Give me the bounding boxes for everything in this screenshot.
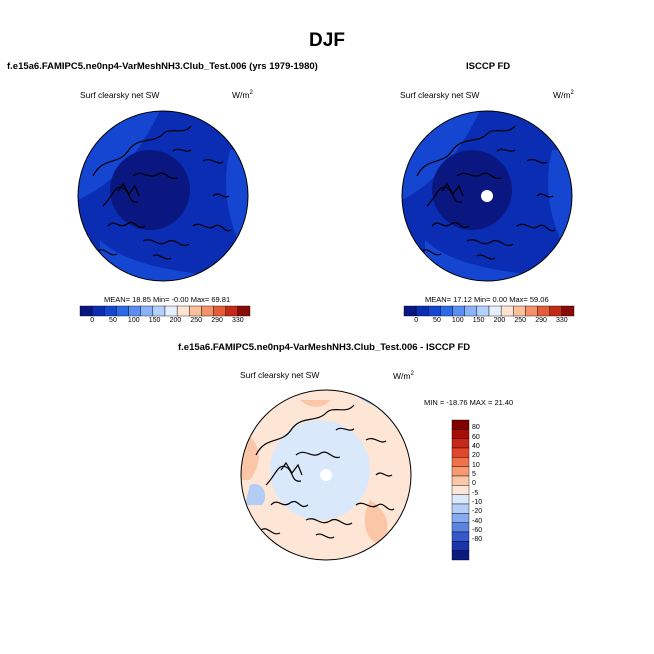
- colorbar-box: [225, 305, 239, 317]
- colorbar-tick-label: 0: [472, 480, 476, 488]
- colorbar-box: [440, 305, 453, 317]
- colorbar-tick-label: 290: [535, 317, 547, 324]
- colorbar-tick-label: 5: [472, 471, 476, 478]
- colorbar-tick-label: -60: [472, 527, 483, 534]
- colorbar-tick-label: 50: [109, 317, 117, 324]
- colorbar-tick-label: 330: [556, 317, 568, 324]
- colorbar-tick-label: 250: [514, 317, 527, 324]
- panel2-colorbar: [403, 305, 575, 317]
- colorbar-tick-label: 0: [90, 317, 95, 324]
- colorbar-tick-label: 330: [232, 317, 244, 324]
- colorbar-box: [451, 419, 470, 430]
- colorbar-box: [428, 305, 441, 317]
- panel1-title: f.e15a6.FAMIPC5.ne0np4-VarMeshNH3.Club_T…: [7, 61, 318, 72]
- colorbar-box: [451, 475, 470, 486]
- colorbar-tick-label: 50: [433, 317, 441, 324]
- panel1-variable: Surf clearsky net SW: [80, 90, 160, 100]
- colorbar-tick-label: -10: [472, 499, 483, 506]
- panel2-variable: Surf clearsky net SW: [400, 90, 480, 100]
- figure-title: DJF: [309, 30, 345, 51]
- colorbar-box: [451, 466, 470, 477]
- colorbar-box: [176, 305, 190, 317]
- colorbar-box: [451, 494, 470, 505]
- colorbar-tick-label: 20: [472, 452, 480, 460]
- colorbar-box: [500, 305, 514, 317]
- colorbar-tick-label: 200: [493, 317, 506, 324]
- colorbar-box: [116, 305, 129, 317]
- colorbar-box: [128, 305, 141, 317]
- panel2-title: ISCCP FD: [466, 61, 511, 72]
- panel1-units: W/m2: [232, 90, 253, 100]
- colorbar-box: [91, 305, 105, 317]
- panel3-title: f.e15a6.FAMIPC5.ne0np4-VarMeshNH3.Club_T…: [178, 342, 471, 353]
- panel3-units: W/m2: [393, 371, 414, 381]
- panel3-colorbar: [451, 419, 470, 561]
- panel2-units: W/m2: [553, 90, 574, 100]
- panel2-stats: MEAN= 17.12 Min= 0.00 Max= 59.06: [425, 295, 549, 304]
- panel1-map: [77, 110, 249, 282]
- colorbar-tick-label: 60: [472, 433, 480, 441]
- panel3-map: [240, 389, 412, 561]
- colorbar-box: [451, 522, 470, 533]
- colorbar-box: [451, 513, 470, 523]
- colorbar-box: [513, 305, 526, 317]
- panel1-colorbar: [79, 305, 251, 317]
- colorbar-box: [189, 305, 202, 317]
- colorbar-box: [537, 305, 550, 317]
- colorbar-tick-label: 150: [148, 317, 161, 324]
- colorbar-box: [79, 305, 93, 317]
- colorbar-box: [561, 305, 575, 317]
- colorbar-tick-label: 290: [211, 317, 223, 324]
- colorbar-tick-label: 250: [190, 317, 203, 324]
- colorbar-box: [213, 305, 226, 317]
- colorbar-tick-label: 0: [414, 317, 419, 324]
- colorbar-box: [451, 541, 470, 551]
- colorbar-tick-label: 10: [472, 461, 480, 469]
- colorbar-tick-label: 150: [472, 317, 485, 324]
- colorbar-box: [164, 305, 178, 317]
- colorbar-box: [403, 305, 417, 317]
- colorbar-box: [476, 305, 490, 317]
- colorbar-box: [104, 305, 117, 317]
- colorbar-box: [488, 305, 502, 317]
- colorbar-box: [415, 305, 429, 317]
- colorbar-tick-label: -20: [472, 508, 483, 516]
- colorbar-box: [201, 305, 214, 317]
- colorbar-box: [549, 305, 563, 317]
- colorbar-box: [525, 305, 538, 317]
- colorbar-box: [237, 305, 251, 317]
- colorbar-box: [452, 305, 465, 317]
- colorbar-tick-label: 200: [169, 317, 182, 324]
- colorbar-tick-label: -40: [472, 517, 483, 525]
- panel3-variable: Surf clearsky net SW: [240, 370, 320, 380]
- colorbar-box: [451, 457, 470, 467]
- panel1-stats: MEAN= 18.85 Min= -0.00 Max= 69.81: [104, 295, 231, 304]
- colorbar-box: [451, 429, 470, 439]
- colorbar-box: [451, 447, 470, 458]
- colorbar-tick-label: 40: [472, 443, 480, 450]
- colorbar-box: [451, 503, 470, 514]
- colorbar-tick-label: 80: [472, 424, 480, 432]
- colorbar-tick-label: -80: [472, 536, 483, 544]
- colorbar-tick-label: 100: [451, 317, 464, 324]
- colorbar-box: [451, 531, 470, 542]
- colorbar-box: [464, 305, 478, 317]
- colorbar-tick-label: -5: [472, 489, 479, 497]
- colorbar-box: [451, 550, 470, 561]
- colorbar-tick-label: 100: [127, 317, 140, 324]
- colorbar-box: [451, 438, 470, 449]
- colorbar-box: [152, 305, 166, 317]
- panel2-map: [401, 110, 573, 282]
- colorbar-box: [451, 485, 470, 495]
- panel3-stats: MIN = -18.76 MAX = 21.40: [424, 398, 514, 407]
- colorbar-box: [140, 305, 154, 317]
